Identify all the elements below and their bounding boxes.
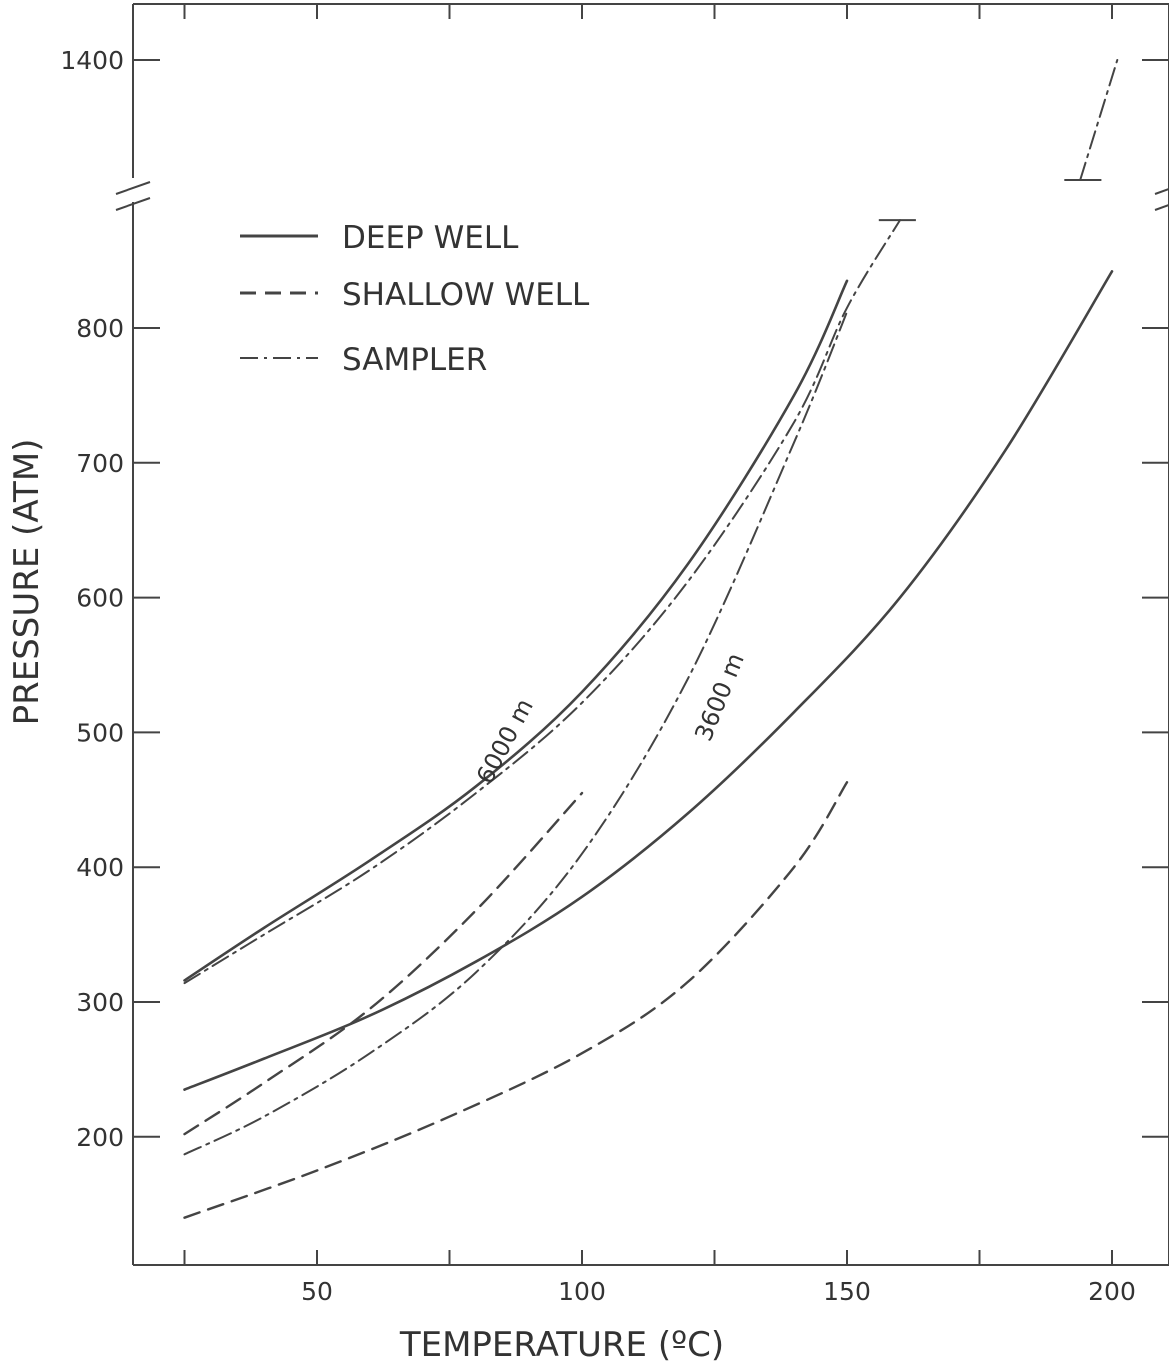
series-line-dashdot-6 <box>1079 59 1119 181</box>
data-series <box>183 59 1119 1219</box>
legend-label-deep-well: DEEP WELL <box>342 220 519 256</box>
x-tick-label: 50 <box>301 1277 333 1306</box>
x-tick-label: 200 <box>1088 1277 1136 1306</box>
y-tick-label: 400 <box>76 853 124 882</box>
axis-break-mark-lower <box>115 197 151 211</box>
x-tick-label: 100 <box>558 1277 606 1306</box>
series-line-dashdot-5 <box>183 310 848 1156</box>
y-tick-label: 300 <box>76 988 124 1017</box>
series-line-dashed-3 <box>183 781 849 1219</box>
x-tick-label: 150 <box>823 1277 871 1306</box>
x-axis-title: TEMPERATURE (ºC) <box>399 1325 724 1365</box>
series-line-dashed-2 <box>183 791 584 1136</box>
y-tick-label: 600 <box>76 584 124 613</box>
axis-break-mark-right-upper <box>1154 188 1169 195</box>
y-tick-label: 700 <box>76 449 124 478</box>
axis-break-mark-upper <box>115 181 151 195</box>
axis-ticks <box>133 4 1169 1265</box>
series-line-solid-0 <box>183 279 849 982</box>
axis-tick-labels: 50 100 150 200 200 300 400 500 600 700 800 1400 <box>60 46 1135 1306</box>
y-axis-title: PRESSURE (ATM) <box>7 439 47 726</box>
series-line-solid-1 <box>183 270 1114 1091</box>
series-line-dashdot-4 <box>183 219 901 985</box>
legend-label-sampler: SAMPLER <box>342 342 487 378</box>
legend-label-shallow-well: SHALLOW WELL <box>342 277 590 313</box>
legend: DEEP WELL SHALLOW WELL SAMPLER <box>240 220 590 378</box>
axis-break-mark-right-lower <box>1154 204 1169 211</box>
y-tick-label: 500 <box>76 718 124 747</box>
y-tick-label: 800 <box>76 314 124 343</box>
y-tick-label: 1400 <box>60 46 124 75</box>
plot-frame <box>115 3 1169 1266</box>
y-tick-label: 200 <box>76 1123 124 1152</box>
